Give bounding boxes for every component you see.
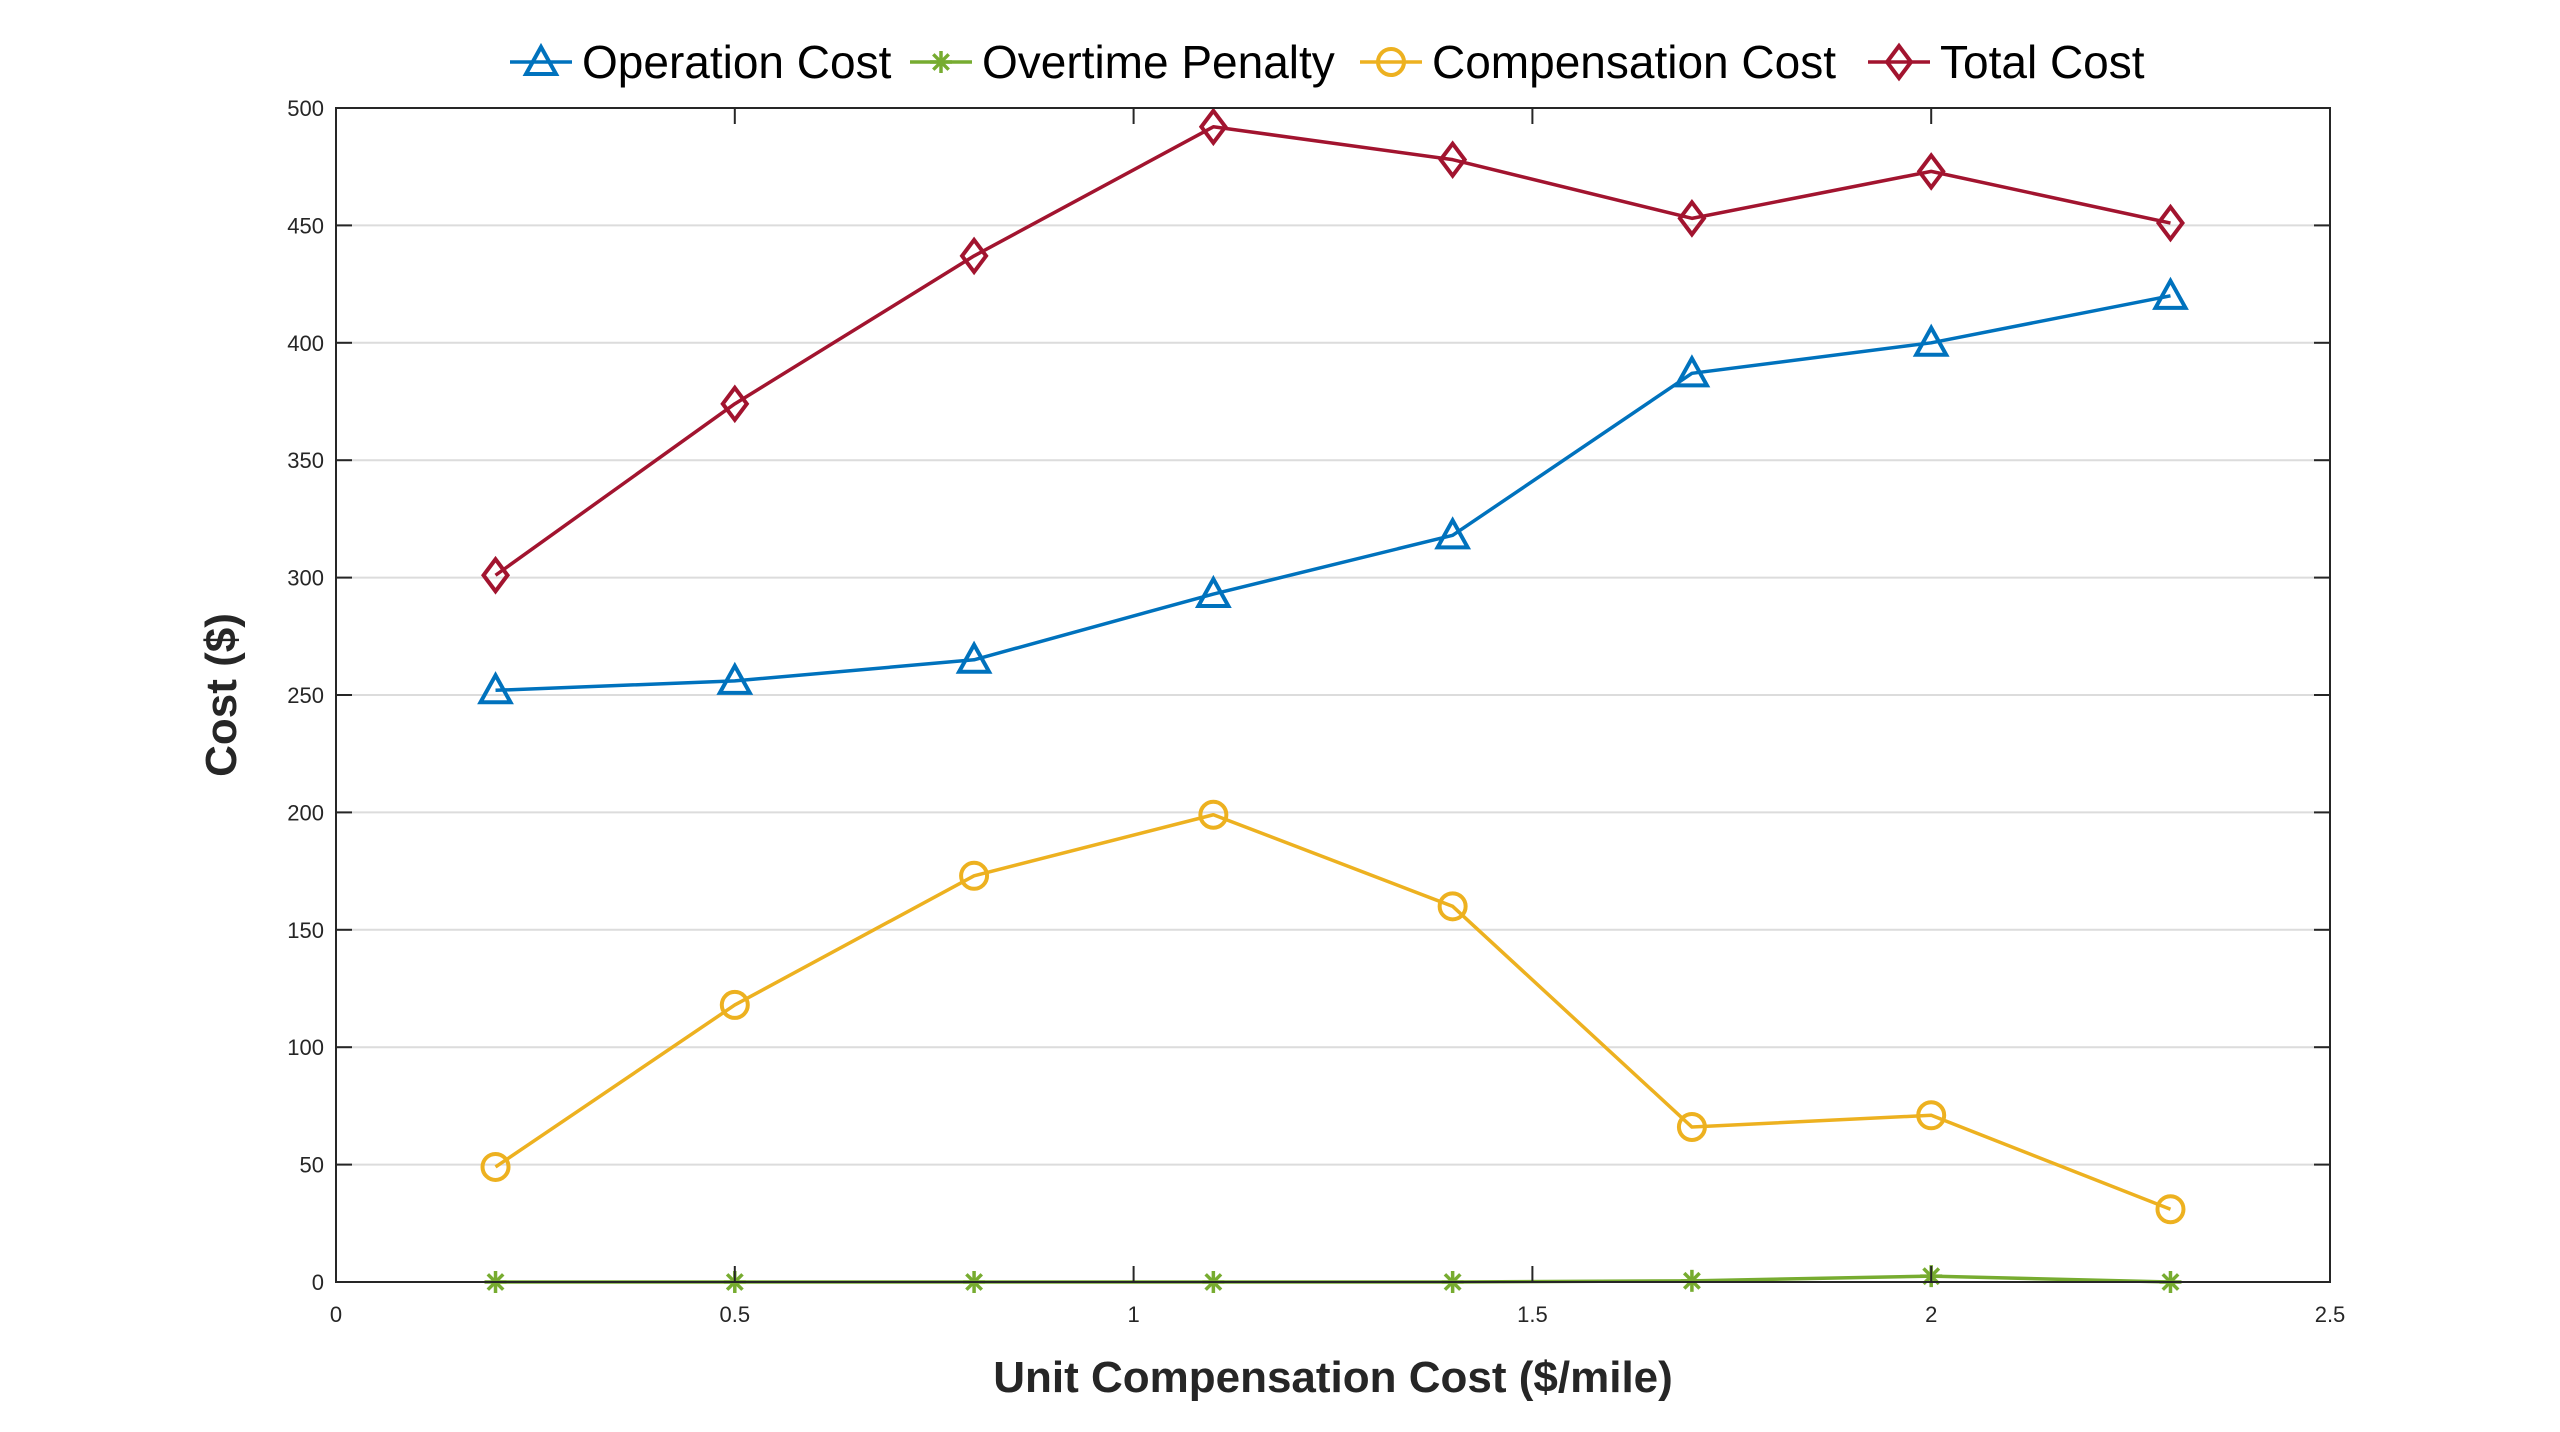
series-group <box>477 107 2189 1293</box>
y-tick-label: 100 <box>287 1035 324 1060</box>
data-point-operation-cost <box>955 640 993 674</box>
data-point-compensation-cost <box>1198 799 1229 830</box>
x-axis-title: Unit Compensation Cost ($/mile) <box>993 1353 1673 1402</box>
series-line-operation-cost <box>495 294 2171 693</box>
data-point-total-cost <box>1198 107 1228 147</box>
y-tick-label: 0 <box>312 1270 324 1295</box>
data-point-total-cost <box>1438 140 1468 179</box>
series-operation-cost <box>477 276 2189 705</box>
legend-item-overtime-penalty: Overtime Penalty <box>910 36 1335 88</box>
series-line-compensation-cost <box>494 812 2172 1211</box>
data-point-operation-cost <box>1673 354 1711 388</box>
legend-label: Operation Cost <box>582 36 892 88</box>
y-tick-label: 150 <box>287 918 324 943</box>
legend-item-compensation-cost: Compensation Cost <box>1360 36 1836 88</box>
y-tick-label: 450 <box>287 213 324 238</box>
legend-label: Overtime Penalty <box>982 36 1335 88</box>
data-point-total-cost <box>959 236 989 276</box>
legend-marker <box>1884 42 1914 82</box>
y-tick-label: 200 <box>287 800 324 825</box>
data-point-compensation-cost <box>1437 891 1468 922</box>
data-point-compensation-cost <box>719 989 750 1020</box>
data-point-total-cost <box>1916 152 1946 191</box>
y-tick-label: 50 <box>300 1153 324 1178</box>
series-total-cost <box>481 107 2185 595</box>
legend-item-total-cost: Total Cost <box>1868 36 2145 88</box>
data-point-compensation-cost <box>1916 1100 1947 1131</box>
y-tick-label: 250 <box>287 683 324 708</box>
series-compensation-cost <box>480 799 2186 1225</box>
data-point-operation-cost <box>1912 323 1950 357</box>
data-point-compensation-cost <box>959 860 990 891</box>
legend-marker <box>930 51 952 73</box>
data-point-operation-cost <box>716 661 754 695</box>
series-line-total-cost <box>494 125 2171 577</box>
data-point-total-cost <box>2155 203 2185 243</box>
y-tick-label: 350 <box>287 448 324 473</box>
legend: Operation Cost Overtime Penalty Compensati… <box>510 36 2145 88</box>
axis-ticks: 0 50 100 150 200 250 300 350 400 450 500 0 0.5 1 1.5 2 2… <box>287 96 2345 1327</box>
legend-label: Compensation Cost <box>1432 36 1836 88</box>
data-point-total-cost <box>1677 199 1707 238</box>
legend-label: Total Cost <box>1940 36 2145 88</box>
x-tick-label: 1.5 <box>1517 1302 1548 1327</box>
y-tick-label: 500 <box>287 96 324 121</box>
y-axis-title: Cost ($) <box>197 613 246 777</box>
grid-lines <box>336 224 2330 1166</box>
data-point-compensation-cost <box>480 1151 511 1182</box>
x-tick-label: 1 <box>1127 1302 1139 1327</box>
data-point-operation-cost <box>477 671 514 705</box>
legend-marker <box>522 42 560 76</box>
x-tick-label: 0.5 <box>720 1302 751 1327</box>
data-point-total-cost <box>720 384 750 424</box>
x-tick-label: 0 <box>330 1302 342 1327</box>
data-point-operation-cost <box>1434 516 1472 550</box>
y-tick-label: 400 <box>287 331 324 356</box>
y-tick-label: 300 <box>287 566 324 591</box>
data-point-operation-cost <box>2152 276 2189 310</box>
data-point-operation-cost <box>1194 574 1232 609</box>
legend-item-operation-cost: Operation Cost <box>510 36 892 88</box>
data-point-compensation-cost <box>1676 1112 1707 1143</box>
x-tick-label: 2 <box>1925 1302 1937 1327</box>
legend-marker <box>1376 47 1406 77</box>
x-tick-label: 2.5 <box>2315 1302 2346 1327</box>
series-overtime-penalty <box>484 1265 2182 1293</box>
data-point-compensation-cost <box>2155 1194 2186 1225</box>
data-point-total-cost <box>481 555 511 595</box>
data-point-overtime-penalty <box>1680 1269 1703 1292</box>
